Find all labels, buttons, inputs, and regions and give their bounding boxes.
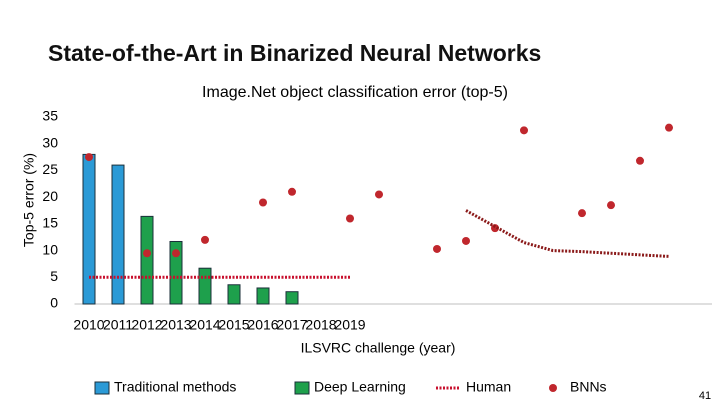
x-tick-label: 2017	[276, 317, 307, 333]
bar	[82, 153, 96, 305]
legend-label: BNNs	[570, 379, 607, 395]
x-tick-label: 2014	[189, 317, 220, 333]
y-tick-label: 10	[42, 241, 58, 257]
point	[462, 236, 470, 245]
legend-label: Human	[466, 379, 511, 395]
x-tick-label: 2015	[218, 317, 249, 333]
y-tick-label: 0	[50, 295, 58, 311]
point	[578, 209, 586, 218]
point	[346, 214, 354, 223]
point	[433, 244, 441, 253]
page-number: 41	[699, 390, 711, 402]
bar	[285, 291, 299, 305]
slide-title: State-of-the-Art in Binarized Neural Net…	[48, 40, 541, 66]
y-tick-label: 20	[42, 188, 58, 204]
point	[665, 123, 673, 132]
y-tick-label: 25	[42, 161, 58, 177]
legend-swatch	[94, 381, 110, 395]
x-tick-label: 2016	[247, 317, 278, 333]
legend-swatch	[549, 384, 557, 392]
x-tick-label: 2018	[305, 317, 336, 333]
point	[143, 249, 151, 258]
x-tick-label: 2012	[131, 317, 162, 333]
bar	[198, 267, 212, 305]
point	[607, 201, 615, 210]
point	[172, 249, 180, 258]
point	[288, 187, 296, 196]
x-tick-label: 2013	[160, 317, 191, 333]
chart-title: Image.Net object classification error (t…	[202, 84, 508, 101]
legend-label: Deep Learning	[314, 379, 406, 395]
bar	[169, 240, 183, 305]
y-axis-label: Top-5 error (%)	[21, 153, 37, 247]
point	[491, 224, 499, 233]
y-tick-label: 30	[42, 134, 58, 150]
bar	[140, 215, 154, 305]
x-tick-label: 2019	[334, 317, 365, 333]
point	[85, 153, 93, 162]
bar	[227, 284, 241, 305]
bar	[256, 287, 270, 305]
x-axis-label: ILSVRC challenge (year)	[301, 340, 456, 356]
point	[520, 126, 528, 135]
x-tick-label: 2010	[73, 317, 104, 333]
y-tick-label: 5	[50, 268, 58, 284]
legend-swatch	[294, 381, 310, 395]
y-tick-label: 35	[42, 108, 58, 124]
point	[201, 235, 209, 244]
x-tick-label: 2011	[103, 317, 133, 333]
line	[465, 209, 670, 258]
point	[636, 156, 644, 165]
bar	[111, 164, 125, 305]
legend-label: Traditional methods	[114, 379, 236, 395]
point	[259, 198, 267, 207]
point	[375, 190, 383, 199]
y-tick-label: 15	[42, 215, 58, 231]
